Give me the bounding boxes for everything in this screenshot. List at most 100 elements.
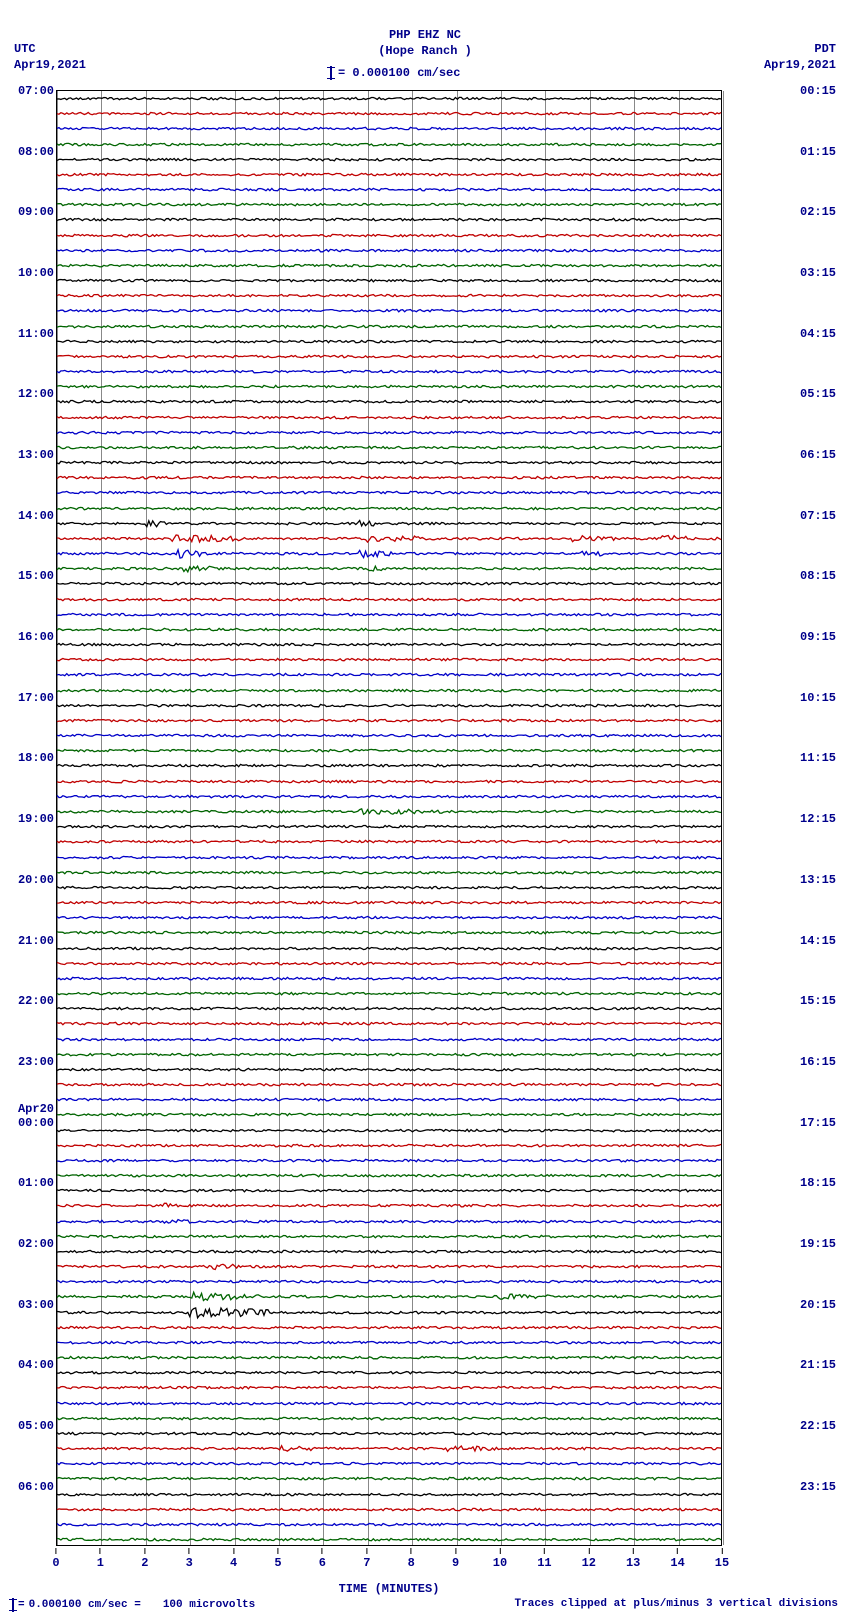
tz-left-label: UTC	[14, 42, 86, 58]
seismic-trace	[57, 1001, 721, 1016]
utc-hour-label: 09:00	[18, 205, 54, 219]
pdt-hour-labels: 00:1501:1502:1503:1504:1505:1506:1507:15…	[800, 90, 844, 1546]
seismic-trace	[57, 1107, 721, 1122]
seismic-trace	[57, 152, 721, 167]
scale-bar-icon	[330, 66, 332, 80]
seismic-trace	[57, 1259, 721, 1274]
pdt-hour-label: 09:15	[800, 630, 836, 644]
seismic-trace	[57, 834, 721, 849]
x-axis: 0123456789101112131415 TIME (MINUTES)	[56, 1548, 722, 1596]
utc-hour-label: 11:00	[18, 327, 54, 341]
seismic-trace	[57, 121, 721, 136]
seismic-trace	[57, 683, 721, 698]
footer-left-eq: =	[18, 1599, 25, 1611]
seismic-trace	[57, 1047, 721, 1062]
x-tick-label: 4	[230, 1556, 237, 1570]
seismic-trace	[57, 485, 721, 500]
x-axis-ticks: 0123456789101112131415	[56, 1548, 722, 1580]
utc-hour-label: 02:00	[18, 1237, 54, 1251]
utc-hour-label: 21:00	[18, 934, 54, 948]
x-tick-label: 1	[97, 1556, 104, 1570]
pdt-hour-label: 23:15	[800, 1480, 836, 1494]
seismogram-container: PHP EHZ NC (Hope Ranch ) = 0.000100 cm/s…	[0, 0, 850, 1613]
utc-hour-label: 08:00	[18, 145, 54, 159]
seismic-trace	[57, 379, 721, 394]
x-tick: 2	[141, 1548, 148, 1570]
utc-hour-label: 04:00	[18, 1358, 54, 1372]
seismic-trace	[57, 501, 721, 516]
utc-hour-label: 07:00	[18, 84, 54, 98]
seismic-trace	[57, 137, 721, 152]
x-tick-label: 12	[582, 1556, 596, 1570]
seismic-trace	[57, 228, 721, 243]
x-tick-label: 10	[493, 1556, 507, 1570]
x-tick-label: 15	[715, 1556, 729, 1570]
x-tick: 14	[670, 1548, 684, 1570]
seismic-trace	[57, 895, 721, 910]
utc-hour-label: 10:00	[18, 266, 54, 280]
seismic-trace	[57, 212, 721, 227]
seismic-trace	[57, 607, 721, 622]
seismic-trace	[57, 758, 721, 773]
pdt-hour-label: 15:15	[800, 994, 836, 1008]
seismic-trace	[57, 1365, 721, 1380]
pdt-hour-label: 03:15	[800, 266, 836, 280]
grid-line-vertical	[723, 91, 724, 1545]
seismic-trace	[57, 865, 721, 880]
seismic-trace	[57, 303, 721, 318]
x-tick: 1	[97, 1548, 104, 1570]
seismic-trace	[57, 455, 721, 470]
x-tick: 15	[715, 1548, 729, 1570]
seismic-trace	[57, 880, 721, 895]
seismic-trace	[57, 1502, 721, 1517]
seismic-trace	[57, 1335, 721, 1350]
x-tick-label: 6	[319, 1556, 326, 1570]
footer-clip-note: Traces clipped at plus/minus 3 vertical …	[515, 1598, 838, 1612]
pdt-hour-label: 05:15	[800, 387, 836, 401]
utc-hour-label: 14:00	[18, 509, 54, 523]
utc-hour-label: 23:00	[18, 1055, 54, 1069]
pdt-hour-label: 02:15	[800, 205, 836, 219]
footer-scale: = 0.000100 cm/sec = 100 microvolts	[12, 1598, 255, 1612]
seismic-trace	[57, 1426, 721, 1441]
seismic-trace	[57, 1305, 721, 1320]
seismic-trace	[57, 1244, 721, 1259]
utc-hour-label: 15:00	[18, 569, 54, 583]
seismic-trace	[57, 804, 721, 819]
scale-indicator: = 0.000100 cm/sec	[330, 66, 460, 80]
seismic-trace	[57, 1532, 721, 1547]
seismic-trace	[57, 546, 721, 561]
x-tick-label: 8	[408, 1556, 415, 1570]
utc-hour-label: 18:00	[18, 751, 54, 765]
x-tick-label: 11	[537, 1556, 551, 1570]
seismic-trace	[57, 1138, 721, 1153]
footer-left-val1: 0.000100 cm/sec =	[29, 1599, 141, 1611]
pdt-hour-label: 00:15	[800, 84, 836, 98]
x-tick-label: 9	[452, 1556, 459, 1570]
pdt-hour-label: 01:15	[800, 145, 836, 159]
seismic-trace	[57, 440, 721, 455]
x-tick: 8	[408, 1548, 415, 1570]
seismic-trace	[57, 971, 721, 986]
utc-hour-label: 19:00	[18, 812, 54, 826]
seismic-trace	[57, 1456, 721, 1471]
utc-hour-label: 13:00	[18, 448, 54, 462]
seismic-trace	[57, 182, 721, 197]
seismic-trace	[57, 394, 721, 409]
seismic-trace	[57, 1380, 721, 1395]
x-tick-label: 5	[274, 1556, 281, 1570]
timezone-right: PDT Apr19,2021	[764, 42, 836, 73]
date-break-label: Apr20	[18, 1102, 54, 1116]
seismic-trace	[57, 850, 721, 865]
seismic-trace	[57, 470, 721, 485]
seismic-trace	[57, 592, 721, 607]
seismic-trace	[57, 1229, 721, 1244]
utc-hour-label: 17:00	[18, 691, 54, 705]
seismic-trace	[57, 1441, 721, 1456]
seismic-trace	[57, 349, 721, 364]
scale-text: = 0.000100 cm/sec	[338, 66, 460, 80]
station-id: PHP EHZ NC	[389, 28, 461, 42]
seismic-trace	[57, 1289, 721, 1304]
seismic-trace	[57, 986, 721, 1001]
utc-hour-label: 20:00	[18, 873, 54, 887]
